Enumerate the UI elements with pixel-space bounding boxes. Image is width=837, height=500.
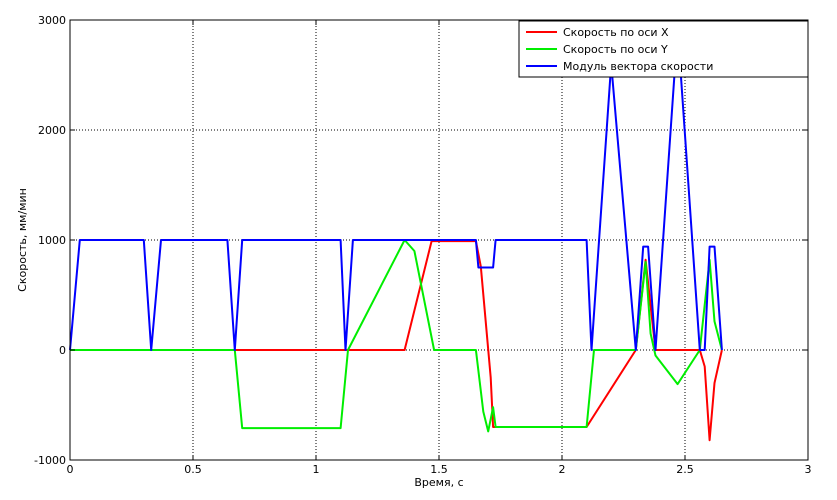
series-line-1: [70, 240, 723, 442]
series-line-2: [70, 239, 723, 433]
y-axis-label: Скорость, мм/мин: [16, 188, 29, 292]
x-tick-label: 0: [67, 463, 74, 476]
x-tick-label: 0.5: [184, 463, 202, 476]
legend-box: [518, 20, 809, 78]
x-tick-label: 1.5: [430, 463, 448, 476]
x-tick-label: 3: [805, 463, 812, 476]
x-tick-label: 2.5: [676, 463, 694, 476]
series-lines: [69, 63, 723, 442]
x-axis-label: Время, с: [414, 476, 463, 489]
y-tick-label: 3000: [38, 14, 66, 27]
series-line-3: [69, 63, 723, 351]
x-tick-label: 2: [559, 463, 566, 476]
y-tick-label: 2000: [38, 124, 66, 137]
legend-label: Скорость по оси Y: [563, 43, 668, 56]
y-tick-label: 0: [59, 344, 66, 357]
y-tick-label: -1000: [34, 454, 66, 467]
legend: Скорость по оси X Скорость по оси Y Модуль…: [518, 20, 809, 78]
x-tick-label: 1: [313, 463, 320, 476]
legend-label: Скорость по оси X: [563, 26, 669, 39]
legend-label: Модуль вектора скорости: [563, 60, 713, 73]
y-tick-label: 1000: [38, 234, 66, 247]
